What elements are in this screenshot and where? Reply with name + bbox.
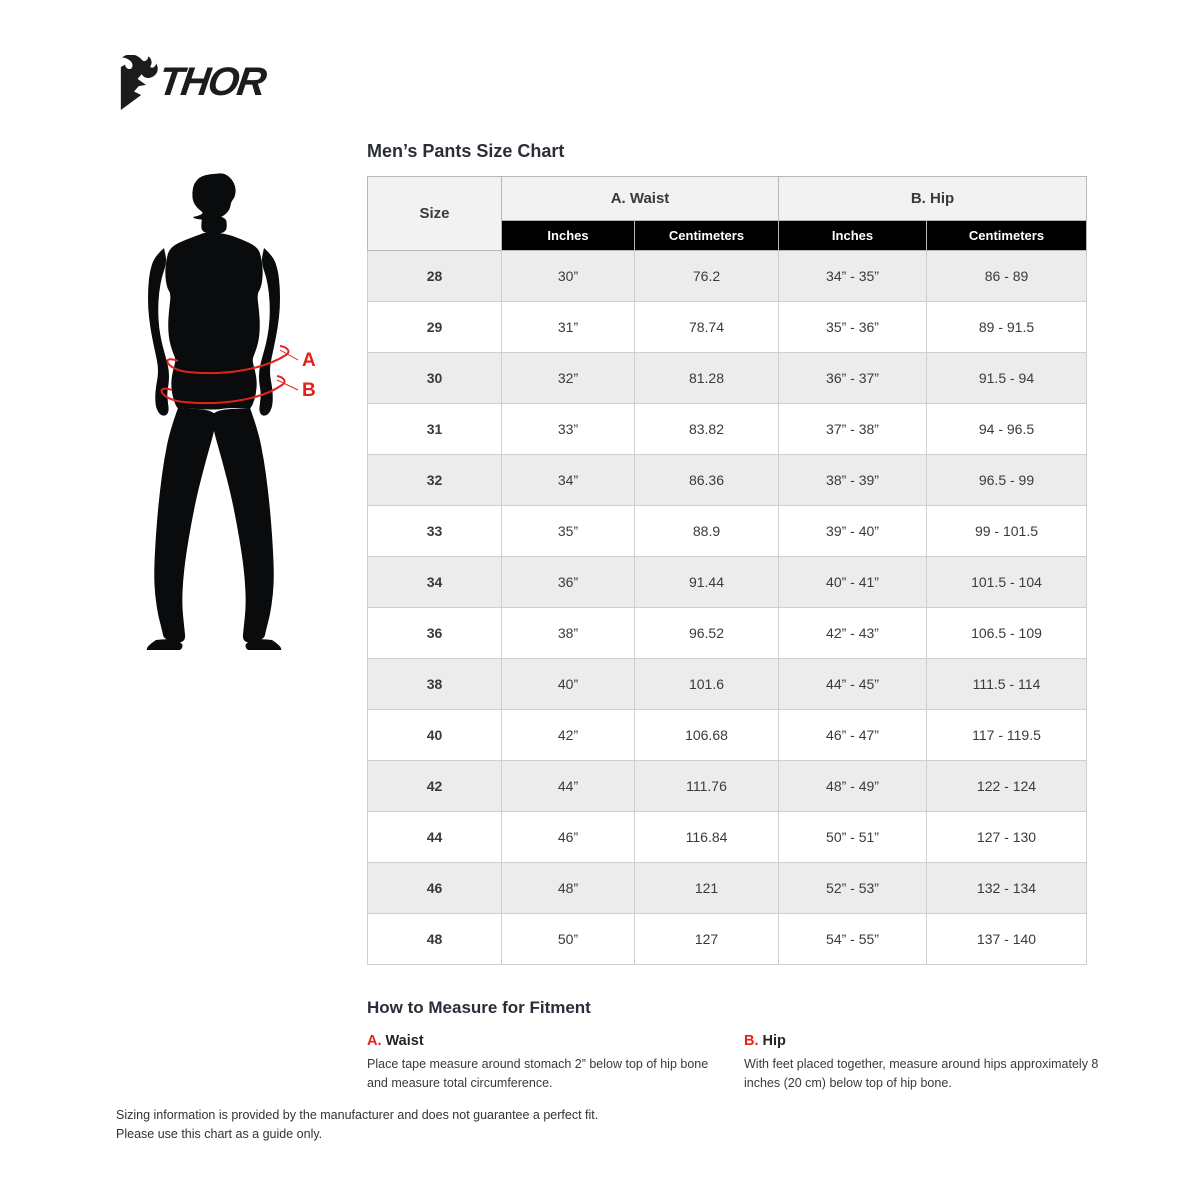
svg-text:A: A bbox=[302, 350, 316, 371]
svg-text:B: B bbox=[302, 380, 316, 401]
